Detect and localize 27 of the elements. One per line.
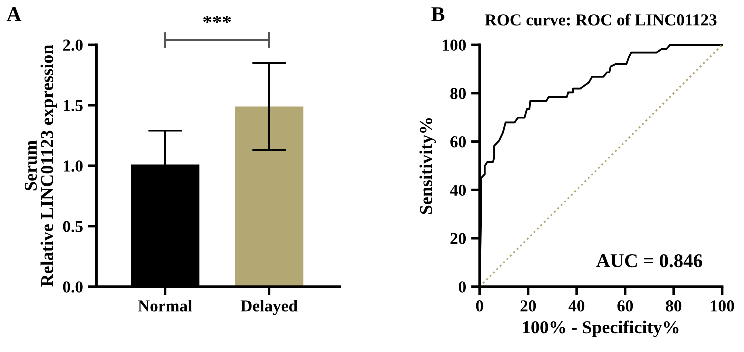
y-tick-label: 2.0	[63, 40, 83, 52]
x-tick-label: 0	[476, 300, 484, 312]
annotation: AUC = 0.846	[596, 254, 702, 268]
text: B	[432, 8, 445, 22]
y-tick-label: 80	[450, 88, 466, 100]
y-tick-label: 40	[450, 184, 466, 196]
y-tick-label: 0.0	[63, 282, 83, 293]
y-axis-title: Sensitivity%	[420, 118, 436, 214]
x-tick-label: Delayed	[240, 300, 298, 316]
x-tick-label: 20	[520, 300, 536, 312]
y-tick-label: 0.5	[63, 221, 83, 232]
x-tick-label: 40	[568, 300, 585, 312]
y-axis-title: Serum Relative LINC01123 expression	[24, 45, 58, 287]
y-tick-label: 20	[450, 233, 466, 244]
y-tick-label: 0	[458, 282, 466, 293]
x-tick-label: 80	[666, 300, 682, 312]
x-axis-title: 100% - Specificity%	[523, 320, 679, 338]
y-tick-label: 60	[450, 136, 466, 148]
text: ***	[204, 16, 232, 24]
x-tick-label: 60	[618, 300, 634, 312]
y-tick-label: 1.5	[64, 100, 83, 112]
y-tick-label: 1.0	[64, 160, 83, 172]
x-tick-label: Normal	[138, 300, 192, 312]
chart-title: ROC curve: ROC of LINC01123	[485, 14, 717, 26]
x-tick-label: 100	[711, 300, 734, 312]
text: A	[6, 8, 22, 22]
y-tick-label: 100	[443, 40, 466, 52]
